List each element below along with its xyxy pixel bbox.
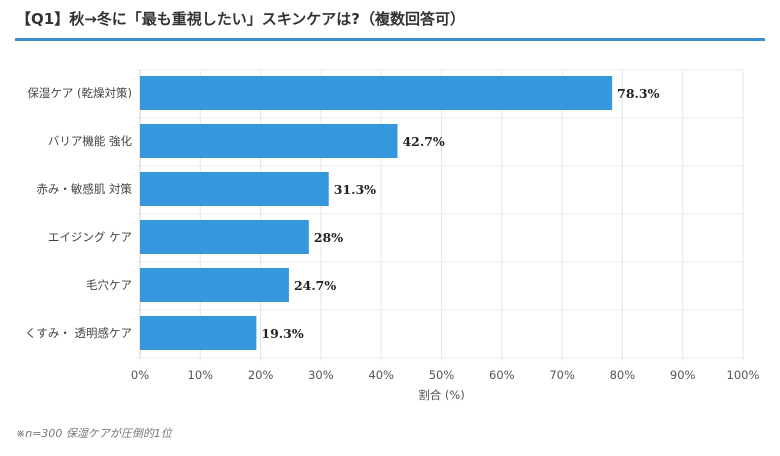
x-tick-label: 70% bbox=[549, 368, 575, 382]
data-label: 42.7% bbox=[402, 134, 444, 149]
bar bbox=[140, 172, 329, 206]
footnote: ※n=300 保湿ケアが圧倒的1位 bbox=[16, 427, 172, 440]
data-label: 28% bbox=[314, 230, 343, 245]
data-label: 19.3% bbox=[261, 326, 303, 341]
data-label: 78.3% bbox=[617, 86, 659, 101]
x-tick-label: 10% bbox=[188, 368, 214, 382]
x-axis-title: 割合 (%) bbox=[418, 388, 465, 402]
bar bbox=[140, 268, 289, 302]
chart-title: 【Q1】秋→冬に「最も重視したい」スキンケアは?（複数回答可） bbox=[16, 10, 466, 28]
x-tick-label: 90% bbox=[670, 368, 696, 382]
category-label: 赤み・敏感肌 対策 bbox=[36, 182, 132, 196]
data-label: 31.3% bbox=[334, 182, 376, 197]
category-label: くすみ・ 透明感ケア bbox=[25, 326, 132, 340]
category-label: 毛穴ケア bbox=[86, 278, 132, 292]
x-tick-label: 80% bbox=[610, 368, 636, 382]
bar bbox=[140, 124, 398, 158]
x-tick-label: 0% bbox=[131, 368, 149, 382]
x-tick-label: 30% bbox=[308, 368, 334, 382]
x-tick-label: 40% bbox=[368, 368, 394, 382]
category-label: エイジング ケア bbox=[48, 230, 132, 244]
x-tick-label: 20% bbox=[248, 368, 274, 382]
bar bbox=[140, 220, 309, 254]
data-label: 24.7% bbox=[294, 278, 336, 293]
x-tick-label: 60% bbox=[489, 368, 515, 382]
x-tick-label: 100% bbox=[727, 368, 760, 382]
x-tick-label: 50% bbox=[429, 368, 455, 382]
category-label: バリア機能 強化 bbox=[48, 134, 133, 148]
bar bbox=[140, 316, 257, 350]
title-underline bbox=[15, 38, 765, 41]
category-label: 保湿ケア (乾燥対策) bbox=[27, 86, 132, 100]
bar bbox=[140, 76, 613, 110]
